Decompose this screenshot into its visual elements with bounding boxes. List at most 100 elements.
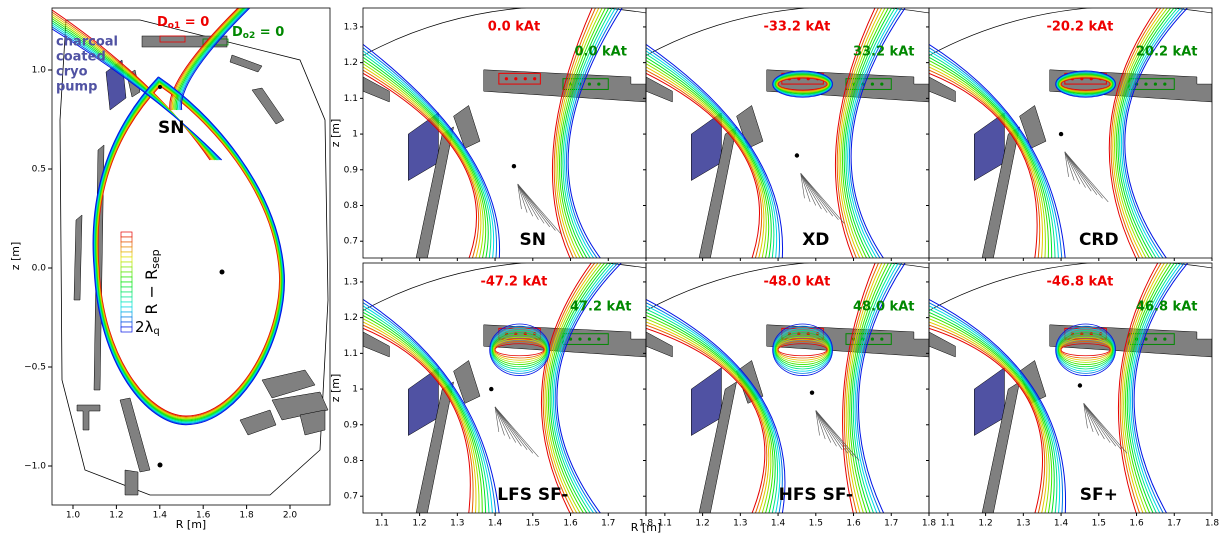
config-label: SN bbox=[158, 118, 184, 138]
strike-fan bbox=[494, 406, 534, 454]
flux-line bbox=[547, 263, 606, 513]
strike-fan bbox=[800, 173, 811, 203]
flux-loop bbox=[774, 73, 831, 95]
colorbar-step bbox=[120, 231, 133, 238]
y-axis-label: z [m] bbox=[9, 242, 22, 271]
flux-line bbox=[94, 80, 283, 422]
coil-o1 bbox=[498, 72, 541, 85]
x-point bbox=[1058, 131, 1064, 137]
flux-line bbox=[567, 8, 623, 258]
y-tick-label: −1.0 bbox=[24, 462, 46, 472]
flux-loop bbox=[1060, 77, 1111, 91]
strike-fan bbox=[1083, 403, 1117, 447]
flux-loop bbox=[494, 343, 545, 357]
flux-line bbox=[94, 79, 284, 423]
flux-line bbox=[929, 63, 1046, 258]
flux-loop bbox=[489, 323, 550, 376]
tile bbox=[363, 76, 390, 103]
strike-fan bbox=[1064, 151, 1098, 195]
flux-loop bbox=[492, 334, 547, 365]
coil-dot bbox=[504, 77, 508, 81]
coil-dot bbox=[870, 82, 875, 86]
flux-line bbox=[929, 72, 1038, 258]
panel bbox=[929, 8, 1212, 258]
flux-line bbox=[1112, 8, 1165, 258]
pump bbox=[691, 367, 722, 436]
flux-line bbox=[929, 56, 1053, 258]
x-tick-label: 1.8 bbox=[639, 519, 654, 529]
flux-line bbox=[363, 72, 477, 258]
strike-fan bbox=[1083, 403, 1094, 433]
vessel-wall bbox=[646, 8, 929, 56]
current-1: -33.2 kAt bbox=[763, 19, 830, 34]
flux-line bbox=[1130, 263, 1182, 513]
flux-loop bbox=[1055, 71, 1116, 97]
flux-loop bbox=[1060, 343, 1111, 357]
flux-line bbox=[1124, 263, 1172, 513]
flux-line bbox=[1113, 8, 1169, 258]
panel bbox=[929, 263, 1212, 513]
flux-line bbox=[854, 263, 900, 513]
flux-line bbox=[169, 8, 239, 111]
x-tick-label: 1.6 bbox=[846, 519, 861, 529]
strike-fan bbox=[494, 406, 505, 436]
flux-loop bbox=[493, 338, 546, 361]
strike-fan bbox=[800, 173, 828, 213]
flux-line bbox=[93, 77, 285, 425]
strike-fan bbox=[1083, 403, 1122, 450]
flux-line bbox=[52, 9, 211, 161]
vessel-wall bbox=[929, 8, 1212, 56]
coil-dot bbox=[523, 77, 527, 81]
flux-line bbox=[847, 263, 886, 513]
flux-line bbox=[929, 69, 1041, 258]
flux-loop bbox=[775, 334, 830, 365]
colorbar-step bbox=[120, 301, 133, 308]
x-tick-label: 1.1 bbox=[941, 519, 955, 529]
flux-line bbox=[1121, 263, 1166, 513]
flux-loop bbox=[1060, 341, 1112, 359]
flux-line bbox=[551, 8, 593, 258]
flux-line bbox=[856, 263, 903, 513]
colorbar-label: R − Rsep bbox=[142, 249, 163, 314]
config-label: CRD bbox=[1079, 230, 1119, 250]
strike-fan bbox=[815, 410, 849, 454]
flux-loop bbox=[1058, 334, 1113, 365]
x-tick-label: 1.7 bbox=[1167, 519, 1181, 529]
flux-line bbox=[52, 28, 223, 161]
flux-line bbox=[836, 8, 879, 258]
flux-line bbox=[646, 298, 786, 513]
flux-line bbox=[929, 302, 1064, 513]
flux-loop bbox=[776, 338, 829, 361]
flux-line bbox=[646, 53, 775, 258]
strike-fan bbox=[517, 183, 556, 231]
tiles bbox=[73, 54, 329, 496]
coil-dot bbox=[587, 337, 592, 341]
strike-fan bbox=[517, 183, 562, 235]
y-tick-label: 1 bbox=[352, 385, 358, 395]
flux-line bbox=[1117, 8, 1175, 258]
current-1: -46.8 kAt bbox=[1046, 274, 1113, 289]
flux-line bbox=[929, 318, 1050, 513]
panel bbox=[363, 263, 646, 513]
y-tick-label: 0.9 bbox=[344, 165, 359, 175]
x-tick-label: 1.4 bbox=[1054, 519, 1069, 529]
strike-fan bbox=[1064, 151, 1092, 192]
flux-line bbox=[363, 60, 487, 258]
flux-line bbox=[1115, 8, 1172, 258]
pump-label-line: pump bbox=[56, 80, 97, 95]
flux-line bbox=[849, 263, 890, 513]
coil-dot bbox=[597, 337, 601, 341]
flux-loop bbox=[1055, 70, 1116, 98]
coil-dot bbox=[880, 82, 884, 86]
main-plot: Do1 = 0 Do2 = 0 charcoal coated cryo pum… bbox=[52, 8, 329, 496]
flux-line bbox=[363, 321, 477, 513]
x-tick-label: 1.8 bbox=[922, 519, 937, 529]
x-axis-label: R [m] bbox=[176, 518, 206, 531]
flux-line bbox=[646, 56, 772, 258]
x-point bbox=[511, 164, 517, 169]
flux-line bbox=[845, 8, 896, 258]
x-tick-label: 1.3 bbox=[733, 519, 747, 529]
flux-line bbox=[929, 50, 1059, 258]
flux-loop bbox=[777, 76, 829, 92]
colorbar-step bbox=[120, 241, 133, 248]
